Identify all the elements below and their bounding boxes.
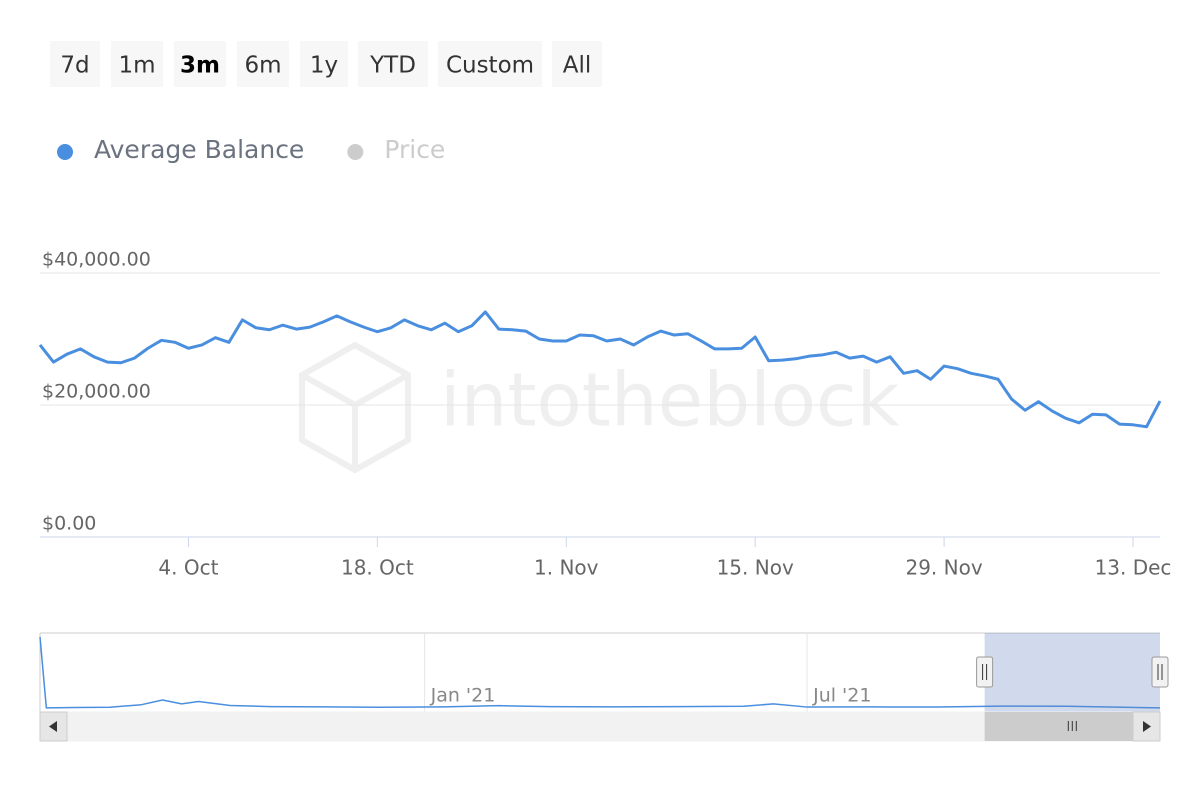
range-button-label[interactable]: YTD <box>369 53 416 79</box>
range-button-label[interactable]: 3m <box>180 53 220 79</box>
range-button[interactable] <box>358 41 428 87</box>
x-tick-label: 18. Oct <box>341 556 414 580</box>
x-tick-label: 15. Nov <box>717 556 794 580</box>
x-tick-label: 1. Nov <box>534 556 599 580</box>
scrollbar-right-arrow <box>1143 721 1151 732</box>
watermark-text: intotheblock <box>440 358 900 444</box>
range-button-label[interactable]: 7d <box>60 53 89 79</box>
watermark <box>299 341 411 474</box>
x-tick-label: 4. Oct <box>158 556 218 580</box>
scrollbar-left-arrow <box>49 721 57 732</box>
range-button[interactable] <box>50 41 100 87</box>
navigator-handle[interactable] <box>1151 656 1169 688</box>
range-button[interactable] <box>552 41 602 87</box>
legend-marker[interactable] <box>347 144 364 160</box>
legend-label[interactable]: Price <box>384 135 445 164</box>
range-button[interactable] <box>111 41 163 87</box>
range-button-label[interactable]: Custom <box>446 53 534 79</box>
y-tick-label: $40,000.00 <box>42 249 151 271</box>
navigator-selection[interactable] <box>984 633 1160 712</box>
navigator-tick-label: Jan '21 <box>430 685 496 707</box>
data-line <box>39 636 1161 709</box>
range-button-label[interactable]: 1m <box>118 53 155 79</box>
y-tick-label: $20,000.00 <box>42 381 151 403</box>
range-button[interactable] <box>174 41 226 87</box>
navigator-tick-label: Jul '21 <box>812 685 871 707</box>
range-button-label[interactable]: 6m <box>244 53 281 79</box>
legend-label[interactable]: Average Balance <box>94 135 304 164</box>
range-button-label[interactable]: 1y <box>310 53 338 79</box>
x-tick-label: 13. Dec <box>1095 556 1172 580</box>
navigator-background <box>40 633 1160 712</box>
scrollbar-track <box>39 711 1161 742</box>
range-button[interactable] <box>300 41 348 87</box>
range-button-label[interactable]: All <box>563 53 592 79</box>
watermark-logo-line <box>300 372 410 409</box>
range-button[interactable] <box>237 41 289 87</box>
range-button[interactable] <box>438 41 542 87</box>
navigator-handle[interactable] <box>976 656 994 688</box>
data-line <box>38 310 1162 429</box>
y-tick-label: $0.00 <box>42 513 96 535</box>
legend-marker[interactable] <box>57 144 73 160</box>
x-tick-label: 29. Nov <box>905 556 982 580</box>
